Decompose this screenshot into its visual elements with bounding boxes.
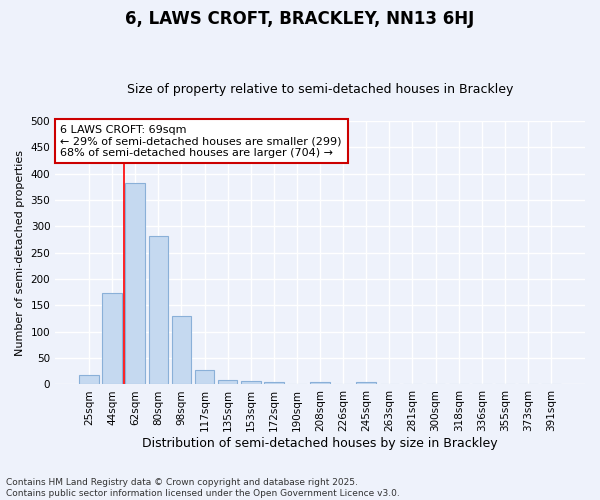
Bar <box>264 382 284 384</box>
X-axis label: Distribution of semi-detached houses by size in Brackley: Distribution of semi-detached houses by … <box>142 437 498 450</box>
Y-axis label: Number of semi-detached properties: Number of semi-detached properties <box>15 150 25 356</box>
Text: 6, LAWS CROFT, BRACKLEY, NN13 6HJ: 6, LAWS CROFT, BRACKLEY, NN13 6HJ <box>125 10 475 28</box>
Bar <box>310 382 330 384</box>
Bar <box>195 370 214 384</box>
Bar <box>172 316 191 384</box>
Text: 6 LAWS CROFT: 69sqm
← 29% of semi-detached houses are smaller (299)
68% of semi-: 6 LAWS CROFT: 69sqm ← 29% of semi-detach… <box>61 124 342 158</box>
Bar <box>125 183 145 384</box>
Bar <box>356 382 376 384</box>
Title: Size of property relative to semi-detached houses in Brackley: Size of property relative to semi-detach… <box>127 83 513 96</box>
Bar <box>241 381 260 384</box>
Bar <box>103 293 122 384</box>
Text: Contains HM Land Registry data © Crown copyright and database right 2025.
Contai: Contains HM Land Registry data © Crown c… <box>6 478 400 498</box>
Bar <box>149 236 168 384</box>
Bar <box>79 375 99 384</box>
Bar <box>218 380 238 384</box>
